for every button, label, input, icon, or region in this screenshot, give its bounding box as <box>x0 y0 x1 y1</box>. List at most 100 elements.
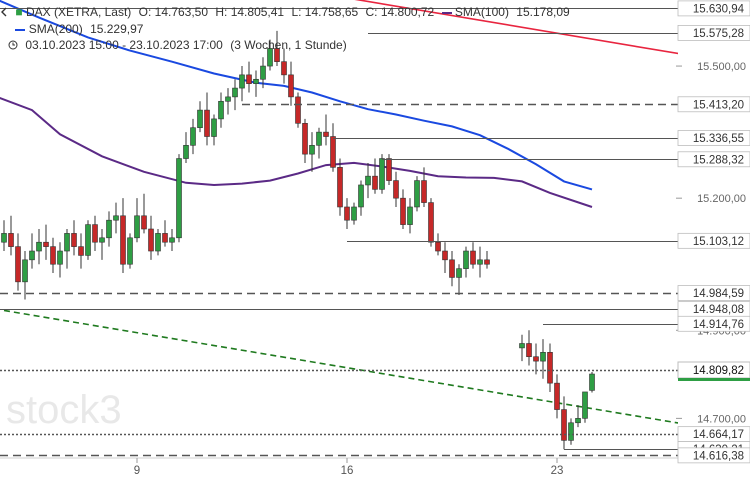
level-tag-box <box>677 151 750 168</box>
candle-body <box>582 391 588 419</box>
candle-body <box>120 215 126 265</box>
candle-body <box>8 233 14 247</box>
trend-line <box>354 0 678 55</box>
candle-body <box>29 250 35 261</box>
candle-body <box>365 175 371 186</box>
sma100-swatch <box>441 5 452 19</box>
level-tag-label: 15.288,32 <box>693 154 744 166</box>
candle-body <box>22 259 28 283</box>
candle-body <box>64 233 70 252</box>
legend-instrument-row: ■ DAX (XETRA, Last) O: 14.763,50 H: 14.8… <box>0 4 570 20</box>
candle-body <box>155 233 161 252</box>
candle-body <box>295 96 301 124</box>
candle-body <box>50 246 56 265</box>
level-tag-box <box>677 0 750 17</box>
candle-body <box>589 373 595 391</box>
candle-body <box>78 246 84 256</box>
candle-body <box>99 237 105 243</box>
candle-body <box>428 202 434 243</box>
candle-body <box>176 158 182 239</box>
x-tick-label: 16 <box>341 465 354 477</box>
sma200-swatch <box>15 22 26 36</box>
candle-body <box>386 158 392 181</box>
y-tick-label: 15.200,00 <box>697 193 746 205</box>
candle-body <box>246 74 252 84</box>
candle-body <box>414 180 420 208</box>
candle-body <box>239 74 245 89</box>
candle-body <box>561 409 567 441</box>
level-tag-box <box>677 285 750 301</box>
candle-body <box>43 241 49 247</box>
candle-body <box>267 48 273 67</box>
candle-body <box>281 61 287 76</box>
current-price-label: 14.809,82 <box>693 365 744 377</box>
sma200-value: 15.229,97 <box>90 22 144 36</box>
level-tag-label: 14.984,59 <box>693 288 744 300</box>
candle-body <box>302 123 308 155</box>
level-tag-box <box>677 232 750 249</box>
instrument-label: DAX (XETRA, Last) <box>25 5 132 19</box>
candle-body <box>71 233 77 247</box>
level-tag-box <box>677 130 750 146</box>
trend-line <box>3 309 678 424</box>
y-tick-label: 14.700,00 <box>697 413 746 425</box>
clock-icon <box>8 38 18 54</box>
level-tag-label: 15.336,55 <box>693 133 744 145</box>
candle-body <box>456 268 462 278</box>
level-tag-label: 15.413,20 <box>693 99 744 111</box>
candle-body <box>253 78 259 84</box>
plot-area <box>0 0 678 450</box>
candle-body <box>442 250 448 261</box>
level-tag-label: 14.948,08 <box>693 304 744 316</box>
candle-body <box>162 233 168 243</box>
candle-body <box>575 418 581 424</box>
sma100-value: 15.178,09 <box>516 5 570 19</box>
candle-body <box>344 206 350 221</box>
candle-body <box>554 382 560 410</box>
y-tick-label: 15.500,00 <box>697 61 746 73</box>
ohlc-high: H: 14.805,41 <box>215 5 285 19</box>
candle-body <box>400 197 406 225</box>
sma200-label: SMA(200) <box>28 22 83 36</box>
candle-body <box>372 175 378 190</box>
level-tag-box <box>677 315 750 332</box>
candle-body <box>526 343 532 358</box>
level-tag-box <box>677 447 750 464</box>
candle-body <box>547 352 553 384</box>
candle-body <box>113 215 119 221</box>
candle-body <box>568 422 574 441</box>
period-range: 03.10.2023 15:00 - 23.10.2023 17:00 <box>25 38 223 52</box>
candle-body <box>260 65 266 80</box>
candle-body <box>337 167 343 208</box>
legend-dot-icon: ■ <box>15 5 23 19</box>
candle-body <box>148 228 154 252</box>
level-tag-label: 14.664,17 <box>693 429 744 441</box>
candle-body <box>85 224 91 256</box>
ohlc-close: C: 14.800,72 <box>365 5 435 19</box>
level-tag-box <box>677 25 750 41</box>
candle-body <box>36 241 42 252</box>
x-tick-label: 23 <box>551 465 564 477</box>
candle-body <box>92 224 98 243</box>
level-tag-label: 14.616,38 <box>693 450 744 462</box>
chevron-left-icon[interactable] <box>0 5 8 21</box>
level-tag-label: 15.575,28 <box>693 28 744 40</box>
candle-body <box>316 131 322 146</box>
candle-body <box>169 237 175 243</box>
candle-body <box>435 241 441 252</box>
candle-body <box>15 246 21 283</box>
ohlc-open: O: 14.763,50 <box>138 5 209 19</box>
sma-line <box>0 0 593 191</box>
candle-body <box>351 206 357 221</box>
candle-body <box>288 74 294 98</box>
candle-body <box>183 145 189 159</box>
candle-body <box>190 127 196 146</box>
candle-body <box>141 215 147 230</box>
candle-body <box>449 259 455 278</box>
ohlc-low: L: 14.758,65 <box>291 5 359 19</box>
candle-body <box>134 215 140 239</box>
candle-body <box>232 87 238 98</box>
candle-body <box>204 109 210 137</box>
